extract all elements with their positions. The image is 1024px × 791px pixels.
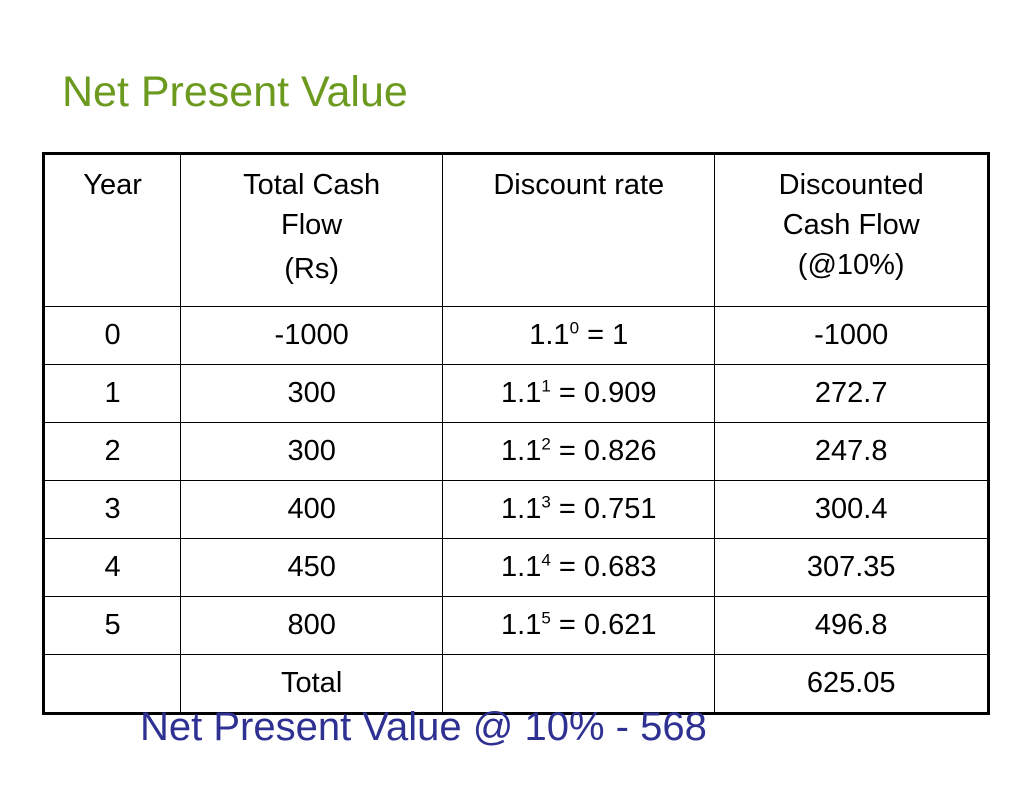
cell-cash-flow: 400 xyxy=(180,480,444,539)
header-discounted-cash-flow: Discounted Cash Flow (@10%) xyxy=(714,153,989,307)
cell-discount-rate: 1.12 = 0.826 xyxy=(442,422,716,481)
rate-base: 1.1 xyxy=(501,435,542,467)
header-discount-rate: Discount rate xyxy=(442,153,716,307)
cell-discounted: 247.8 xyxy=(714,422,989,481)
header-discount-rate-label: Discount rate xyxy=(493,169,665,201)
total-year-cell xyxy=(42,654,182,714)
rate-exponent: 4 xyxy=(541,550,551,570)
cell-discount-rate: 1.15 = 0.621 xyxy=(442,596,716,655)
table-row: 5 800 1.15 = 0.621 496.8 xyxy=(42,596,989,655)
rate-value: = 0.826 xyxy=(550,435,657,467)
rate-base: 1.1 xyxy=(529,319,570,351)
table-row: 0 -1000 1.10 = 1 -1000 xyxy=(42,306,989,365)
cell-year: 4 xyxy=(42,538,182,597)
cell-cash-flow: 450 xyxy=(180,538,444,597)
header-year-label: Year xyxy=(83,169,142,201)
total-row: Total 625.05 xyxy=(42,654,989,714)
rate-base: 1.1 xyxy=(501,493,542,525)
total-label: Total xyxy=(180,654,444,714)
cell-cash-flow: -1000 xyxy=(180,306,444,365)
cell-year: 2 xyxy=(42,422,182,481)
rate-base: 1.1 xyxy=(501,609,542,641)
cell-year: 3 xyxy=(42,480,182,539)
rate-base: 1.1 xyxy=(501,377,542,409)
header-cash-flow-line1: Total Cash xyxy=(243,169,381,201)
cell-year: 0 xyxy=(42,306,182,365)
cell-discounted: -1000 xyxy=(714,306,989,365)
rate-value: = 0.751 xyxy=(550,493,657,525)
rate-value: = 0.621 xyxy=(550,609,657,641)
header-discounted-line3: (@10%) xyxy=(797,249,905,281)
total-rate-cell xyxy=(442,654,716,714)
table-row: 4 450 1.14 = 0.683 307.35 xyxy=(42,538,989,597)
header-discounted-line1: Discounted xyxy=(778,169,924,201)
npv-summary: Net Present Value @ 10% - 568 xyxy=(140,705,707,749)
cell-discount-rate: 1.11 = 0.909 xyxy=(442,364,716,423)
table-row: 3 400 1.13 = 0.751 300.4 xyxy=(42,480,989,539)
cell-cash-flow: 300 xyxy=(180,364,444,423)
rate-value: = 0.909 xyxy=(550,377,657,409)
rate-base: 1.1 xyxy=(501,551,542,583)
cell-discounted: 300.4 xyxy=(714,480,989,539)
cell-year: 1 xyxy=(42,364,182,423)
total-value: 625.05 xyxy=(714,654,989,714)
rate-exponent: 0 xyxy=(569,318,580,338)
table-header-row: Year Total Cash Flow (Rs) Discount rate … xyxy=(42,153,989,307)
header-cash-flow: Total Cash Flow (Rs) xyxy=(180,153,444,307)
npv-table: Year Total Cash Flow (Rs) Discount rate … xyxy=(42,152,990,715)
cell-discounted: 307.35 xyxy=(714,538,989,597)
cell-cash-flow: 800 xyxy=(180,596,444,655)
rate-value: = 1 xyxy=(579,319,629,351)
table-row: 2 300 1.12 = 0.826 247.8 xyxy=(42,422,989,481)
header-year: Year xyxy=(42,153,182,307)
cell-discounted: 496.8 xyxy=(714,596,989,655)
rate-exponent: 2 xyxy=(541,434,551,454)
rate-exponent: 5 xyxy=(541,608,551,628)
cell-year: 5 xyxy=(42,596,182,655)
rate-value: = 0.683 xyxy=(550,551,657,583)
cell-discounted: 272.7 xyxy=(714,364,989,423)
cell-cash-flow: 300 xyxy=(180,422,444,481)
table-row: 1 300 1.11 = 0.909 272.7 xyxy=(42,364,989,423)
header-discounted-line2: Cash Flow xyxy=(782,209,920,241)
rate-exponent: 3 xyxy=(541,492,551,512)
cell-discount-rate: 1.14 = 0.683 xyxy=(442,538,716,597)
cell-discount-rate: 1.13 = 0.751 xyxy=(442,480,716,539)
header-cash-flow-unit: (Rs) xyxy=(284,253,340,285)
rate-exponent: 1 xyxy=(541,376,551,396)
cell-discount-rate: 1.10 = 1 xyxy=(442,306,716,365)
header-cash-flow-line2: Flow xyxy=(281,209,343,241)
slide-title: Net Present Value xyxy=(62,68,408,116)
